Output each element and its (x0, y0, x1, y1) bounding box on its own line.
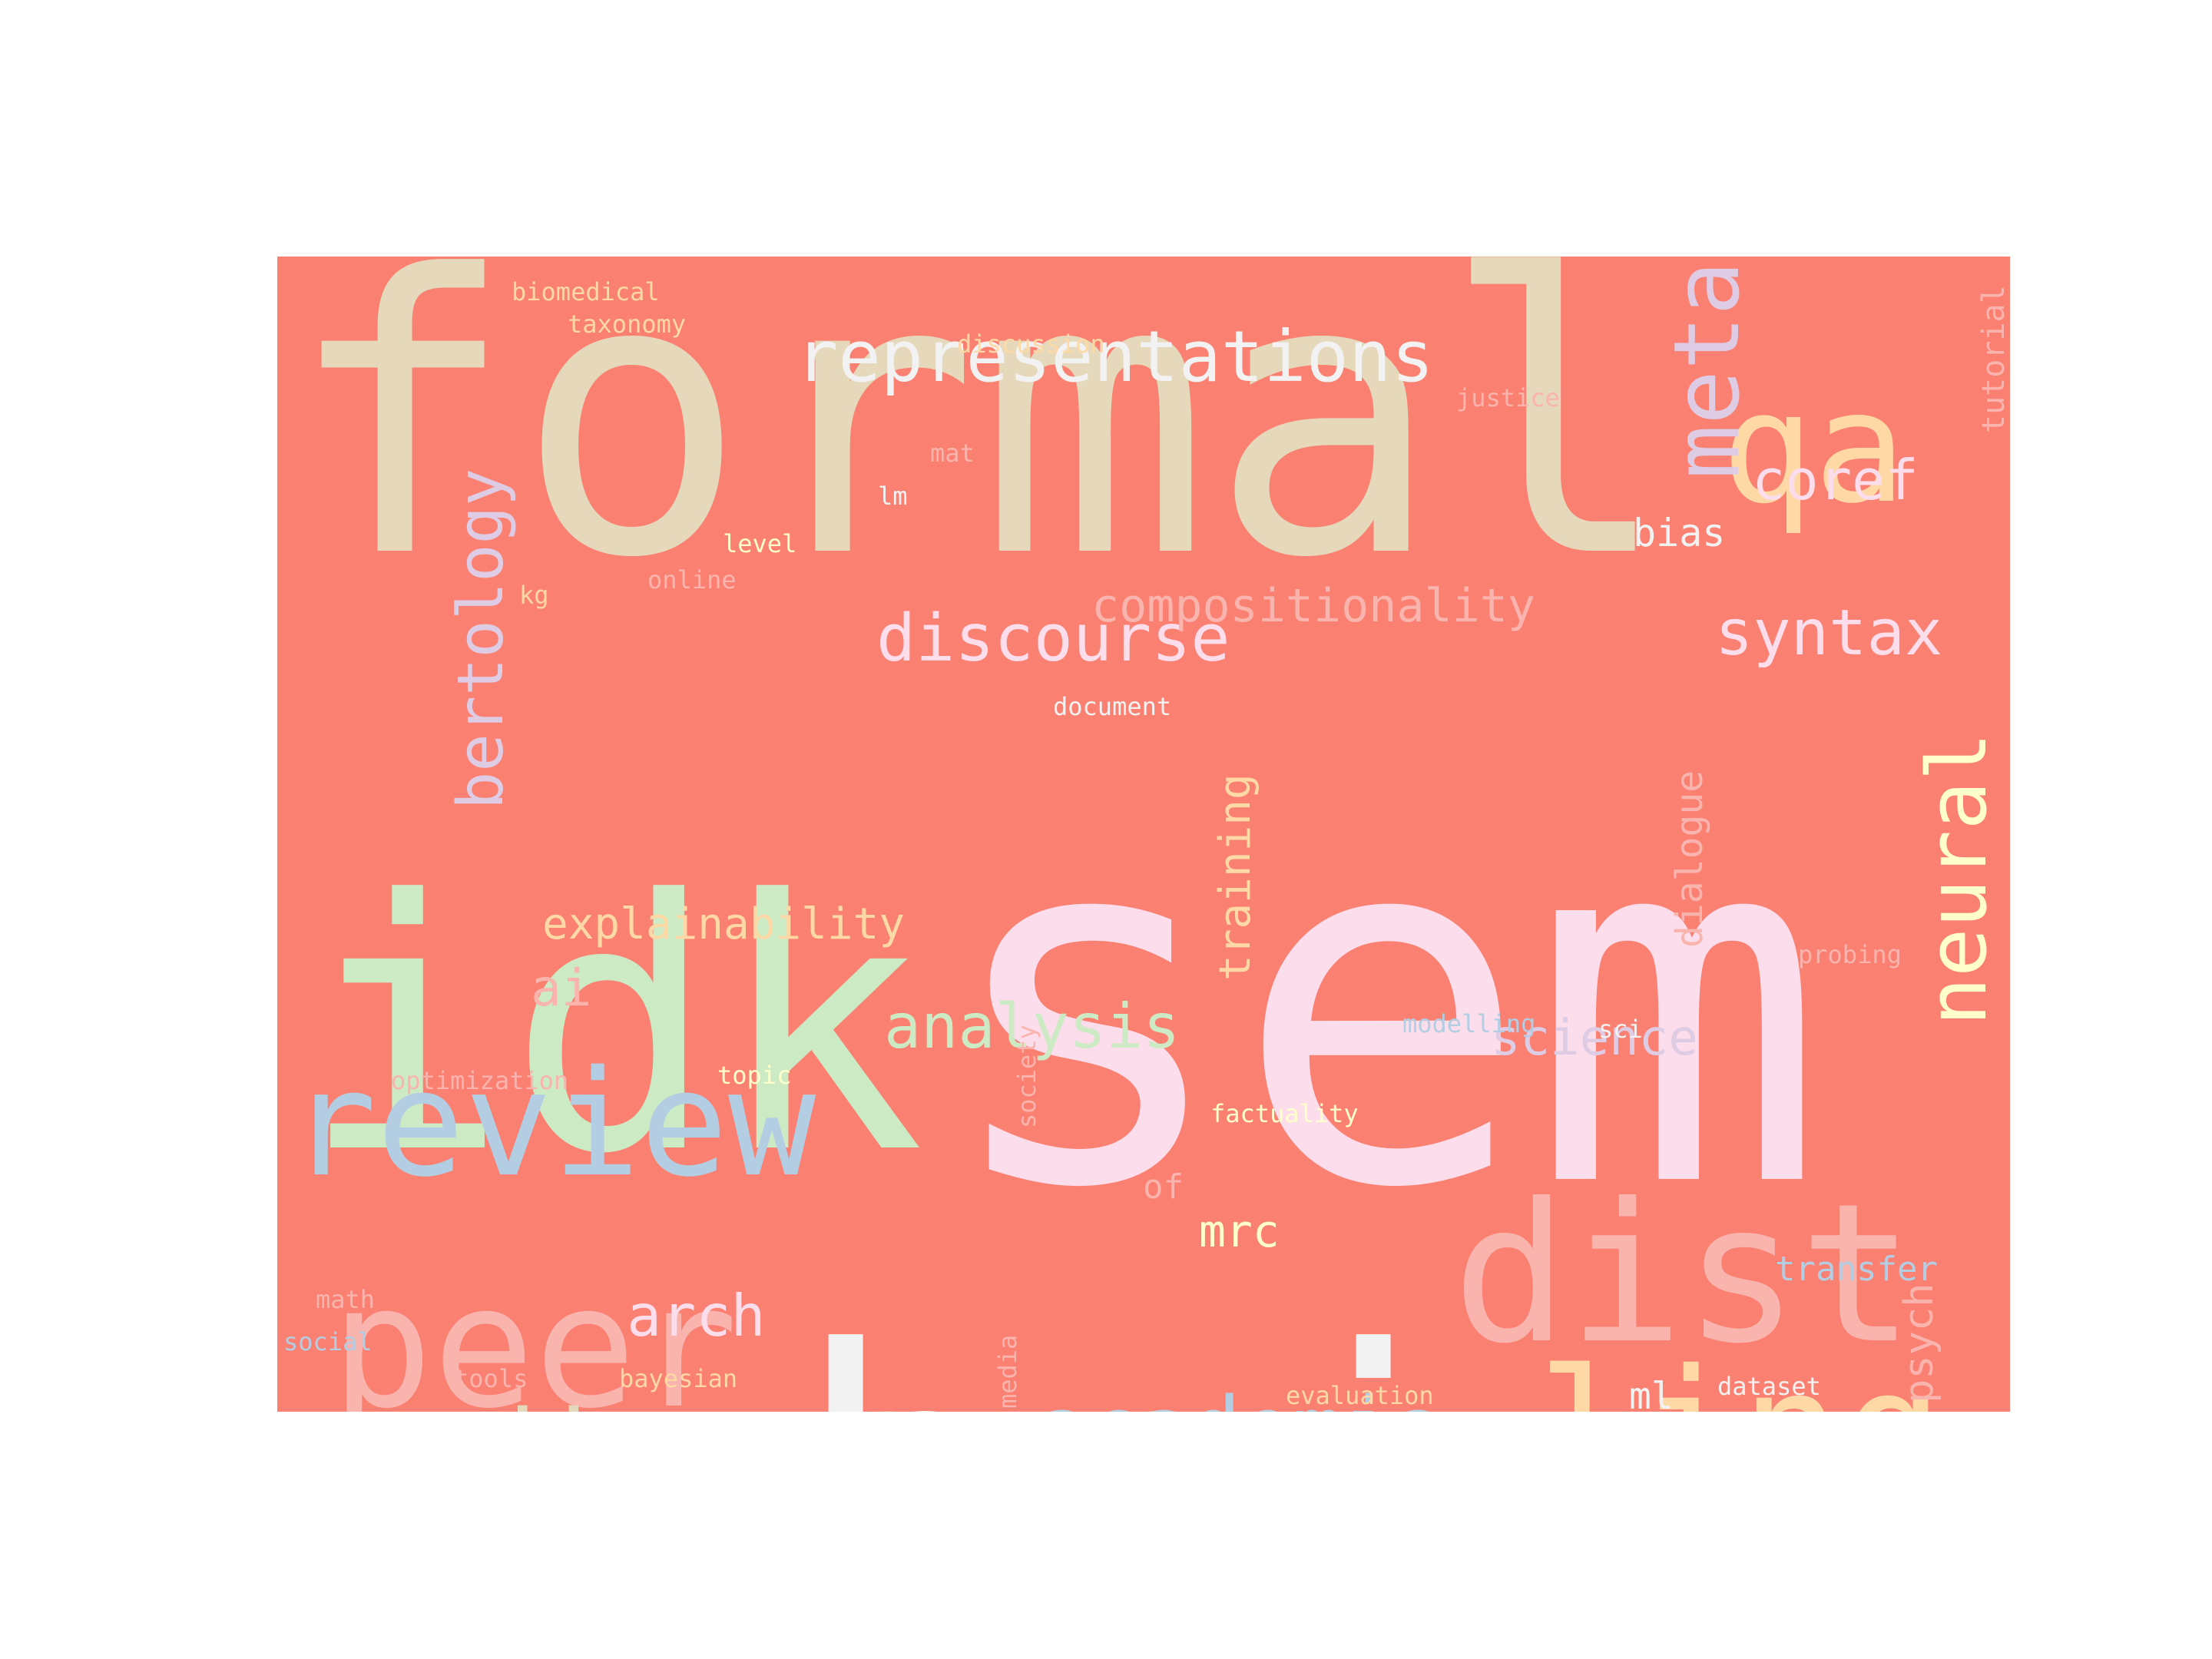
word-science: science (1491, 1010, 1698, 1067)
word-factuality: factuality (1210, 1099, 1359, 1128)
word-syntax: syntax (1715, 597, 1943, 670)
word-ml: ml (1629, 1375, 1674, 1412)
word-justice: justice (1456, 383, 1560, 412)
word-coref: coref (1752, 448, 1919, 512)
word-media: media (993, 1334, 1022, 1409)
word-evaluation: evaluation (1286, 1381, 1434, 1410)
word-training: training (1210, 773, 1260, 981)
word-qa: qa (1721, 359, 1906, 538)
word-formal: formal (285, 257, 1673, 641)
word-document: document (1053, 692, 1172, 721)
word-bertology: bertology (445, 468, 518, 810)
word-sem: sem (938, 723, 1826, 1295)
word-academia: academia (1038, 1386, 1445, 1412)
word-kg: kg (519, 581, 549, 610)
word-representations: representations (796, 316, 1434, 398)
word-dialogue: dialogue (1668, 770, 1711, 948)
word-probing: probing (1798, 940, 1902, 969)
word-meta: meta (1654, 260, 1760, 479)
word-lm: lm (878, 482, 908, 511)
word-psych: psych (1896, 1283, 1942, 1403)
word-bayesian: bayesian (619, 1364, 738, 1393)
word-tools: tools (454, 1364, 528, 1393)
word-cloud: formal semhci idk dist review peer ling qa adjac… (277, 257, 2010, 1412)
word-bias: bias (1633, 511, 1726, 555)
word-arch: arch (627, 1282, 766, 1349)
word-neural: neural (1910, 732, 2005, 1026)
word-of: of (1143, 1167, 1184, 1207)
word-dataset: dataset (1717, 1372, 1821, 1401)
word-explainability: explainability (542, 899, 906, 949)
word-topic: topic (717, 1061, 792, 1090)
word-ai: ai (531, 959, 592, 1018)
word-optimization: optimization (391, 1066, 569, 1095)
word-transfer: transfer (1775, 1250, 1938, 1289)
word-mat: mat (930, 439, 975, 468)
word-online: online (647, 565, 737, 594)
word-sci: sci (1598, 1015, 1643, 1044)
word-adjacent: adjacent (408, 1397, 926, 1412)
word-mrc: mrc (1199, 1205, 1280, 1257)
word-review: review (289, 1039, 816, 1209)
word-ling: ling (1537, 1347, 1944, 1412)
word-tutorial: tutorial (1976, 285, 2010, 433)
word-discussion: discussion (957, 329, 1105, 359)
word-analysis: analysis (884, 991, 1181, 1062)
word-modelling: modelling (1402, 1009, 1536, 1038)
word-social: social (283, 1327, 373, 1356)
word-level: level (723, 529, 797, 558)
word-biomedical: biomedical (512, 277, 660, 306)
word-peer: peer (331, 1249, 738, 1412)
word-dist: dist (1452, 1162, 1916, 1386)
word-idk: idk (300, 827, 925, 1230)
word-math: math (316, 1285, 376, 1314)
word-society: society (1012, 1025, 1041, 1128)
word-hci: hci (792, 1301, 1485, 1412)
word-taxonomy: taxonomy (568, 310, 687, 339)
word-compositionality: compositionality (1091, 579, 1535, 633)
word-discourse: discourse (876, 601, 1230, 677)
